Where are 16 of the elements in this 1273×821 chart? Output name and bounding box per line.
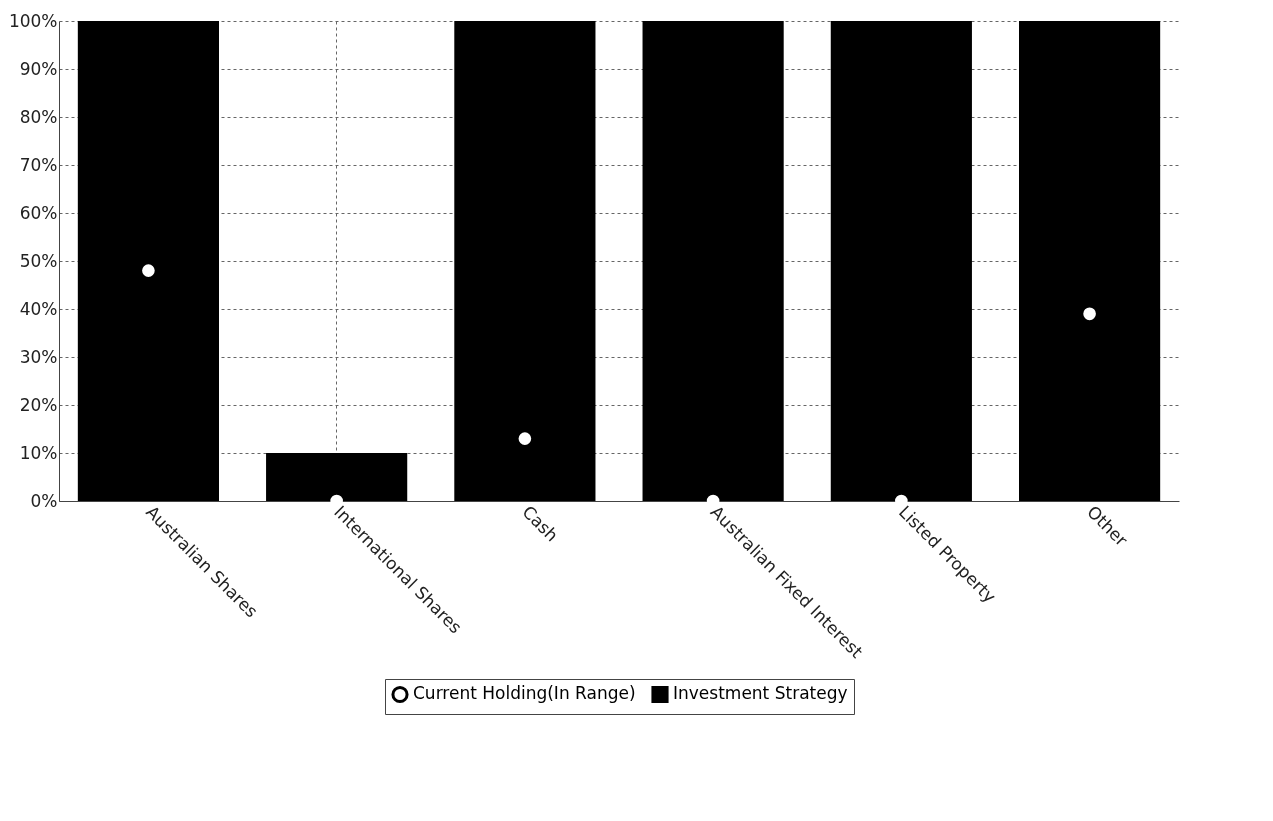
y-tick-label: 50% xyxy=(19,250,58,271)
y-tick-label: 20% xyxy=(19,394,58,415)
y-tick-label: 100% xyxy=(8,10,58,31)
y-tick-label: 90% xyxy=(19,58,58,79)
y-tick-label: 60% xyxy=(19,202,58,223)
legend-label: Current Holding(In Range) xyxy=(413,683,636,704)
point xyxy=(1083,307,1096,321)
y-tick-label: 40% xyxy=(19,298,58,319)
y-tick-label: 30% xyxy=(19,346,58,367)
point xyxy=(518,432,532,445)
legend-label: Investment Strategy xyxy=(673,683,848,704)
point xyxy=(142,264,155,277)
y-tick-label: 0% xyxy=(30,490,58,511)
y-tick-label: 70% xyxy=(19,154,58,175)
y-tick-label: 10% xyxy=(19,442,58,463)
y-tick-label: 80% xyxy=(19,106,58,127)
